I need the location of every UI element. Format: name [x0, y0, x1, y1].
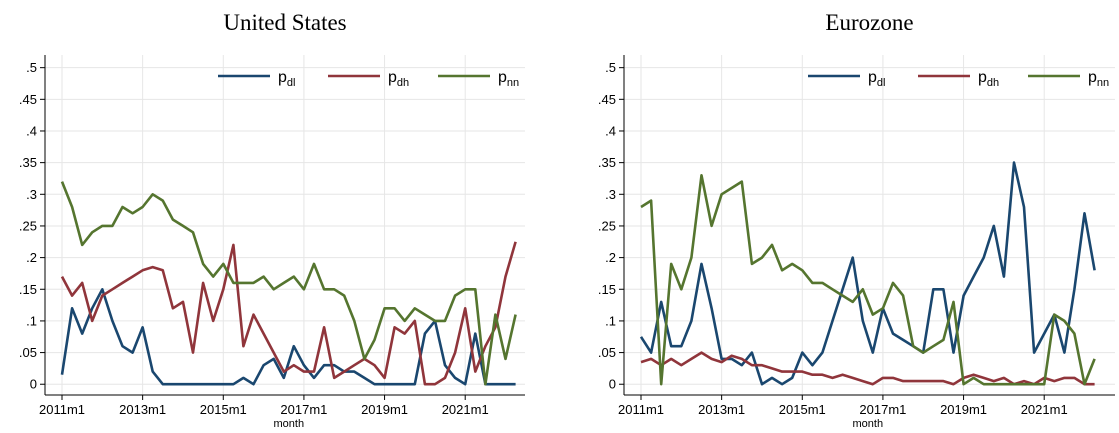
- series-line: [639, 161, 1096, 386]
- legend-subscript: dh: [987, 77, 999, 89]
- plot-area: [45, 55, 525, 395]
- y-tick-label: 0: [609, 377, 616, 392]
- y-tick-label: .4: [26, 123, 37, 138]
- legend-label: pdh: [388, 69, 409, 89]
- x-tick-label: 2013m1: [698, 402, 745, 417]
- legend-subscript: nn: [507, 77, 519, 89]
- y-tick-label: .05: [19, 345, 37, 360]
- legend-name: p: [498, 69, 507, 86]
- x-tick-label: 2011m1: [618, 402, 664, 417]
- y-tick-label: .3: [605, 187, 616, 202]
- legend-label: pdl: [278, 69, 295, 89]
- legend-name: p: [978, 69, 987, 86]
- y-tick-label: .25: [19, 218, 37, 233]
- series-line: [640, 351, 1095, 386]
- x-tick-label: 2021m1: [442, 402, 489, 417]
- legend-subscript: nn: [1097, 77, 1109, 89]
- x-tick-label: 2019m1: [940, 402, 987, 417]
- legend-label: pnn: [1088, 69, 1109, 89]
- y-tick-label: .2: [26, 250, 37, 265]
- legend-subscript: dl: [877, 77, 886, 89]
- y-tick-label: .1: [605, 313, 616, 328]
- y-tick-label: .15: [19, 282, 37, 297]
- y-tick-label: .15: [598, 282, 616, 297]
- series-line: [60, 288, 516, 386]
- legend-name: p: [868, 69, 877, 86]
- y-tick-label: .05: [598, 345, 616, 360]
- y-tick-label: .2: [605, 250, 616, 265]
- legend-name: p: [388, 69, 397, 86]
- x-tick-label: 2019m1: [361, 402, 408, 417]
- chart-title: Eurozone: [825, 10, 913, 35]
- x-tick-label: 2017m1: [280, 402, 327, 417]
- legend-name: p: [278, 69, 287, 86]
- y-tick-label: .35: [598, 155, 616, 170]
- legend-subscript: dh: [397, 77, 409, 89]
- series-line: [60, 241, 517, 386]
- y-tick-label: .1: [26, 313, 37, 328]
- legend-subscript: dl: [287, 77, 296, 89]
- x-tick-label: 2015m1: [200, 402, 247, 417]
- legend-name: p: [1088, 69, 1097, 86]
- x-tick-label: 2015m1: [779, 402, 826, 417]
- x-tick-label: 2011m1: [39, 402, 85, 417]
- y-tick-label: .45: [19, 92, 37, 107]
- y-tick-label: .25: [598, 218, 616, 233]
- series-line: [60, 181, 517, 386]
- y-tick-label: .35: [19, 155, 37, 170]
- y-tick-label: .5: [605, 60, 616, 75]
- x-tick-label: 2013m1: [119, 402, 166, 417]
- x-tick-label: 2017m1: [859, 402, 906, 417]
- x-tick-label: 2021m1: [1021, 402, 1068, 417]
- y-tick-label: .4: [605, 123, 616, 138]
- legend-label: pnn: [498, 69, 519, 89]
- x-axis-label: month: [853, 418, 884, 430]
- y-tick-label: .3: [26, 187, 37, 202]
- y-tick-label: 0: [30, 377, 37, 392]
- y-tick-label: .5: [26, 60, 37, 75]
- x-axis-label: month: [274, 418, 305, 430]
- y-tick-label: .45: [598, 92, 616, 107]
- chart-title: United States: [223, 10, 346, 35]
- legend-label: pdl: [868, 69, 885, 89]
- panel: Eurozone 0 .05 .1 .15 .2 .25 .3 .35 .4 .45 .5 2011m1…: [598, 10, 1115, 430]
- series-line: [640, 174, 1096, 386]
- legend-label: pdh: [978, 69, 999, 89]
- panel: United States 0 .05 .1 .15 .2 .25 .3 .35 .4 .45 .5 2…: [19, 10, 525, 430]
